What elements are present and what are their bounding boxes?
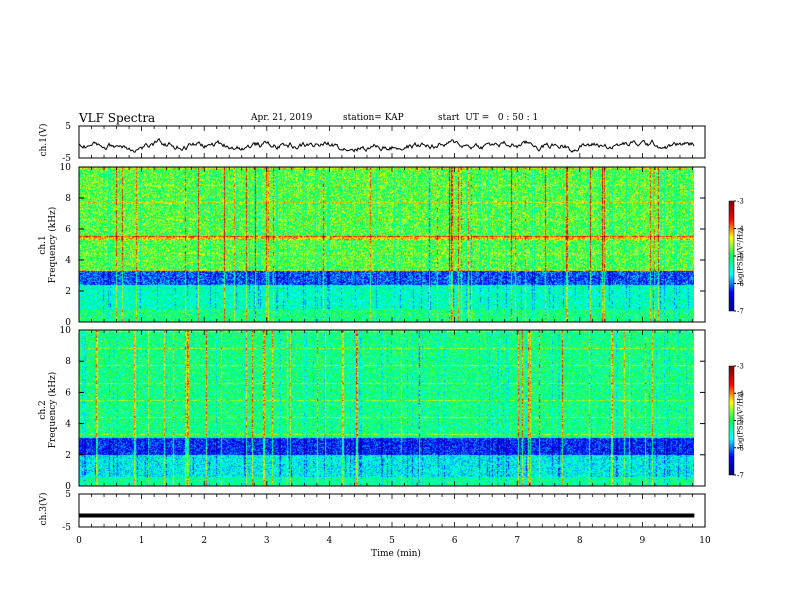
x-tick-label: 10 — [699, 536, 711, 546]
colorbar2-label: log(PSD)(V²/Hz) — [736, 391, 745, 449]
figure-station: station= KAP — [343, 113, 404, 123]
colorbar-tick-label: -6 — [737, 444, 744, 452]
y-tick-label: 4 — [65, 420, 71, 430]
spectrogram-1-canvas — [79, 167, 694, 322]
spectrogram-2-canvas — [79, 330, 694, 486]
colorbar-1 — [728, 200, 735, 312]
y-tick-label: 6 — [65, 388, 71, 398]
spectrogram-1-image — [79, 167, 694, 322]
colorbar-2 — [728, 365, 735, 476]
y-tick-label: 6 — [65, 225, 71, 235]
y-tick-label: 5 — [65, 490, 71, 500]
y-tick-label: 2 — [65, 287, 71, 297]
colorbar-tick-label: -3 — [737, 198, 744, 206]
y-tick-label: 0 — [65, 482, 71, 492]
x-tick-label: 0 — [76, 536, 82, 546]
x-tick-label: 8 — [577, 536, 583, 546]
x-axis-label: Time (min) — [371, 549, 421, 559]
colorbar-tick-label: -7 — [737, 308, 744, 316]
x-tick-label: 4 — [327, 536, 333, 546]
y-tick-label: 8 — [65, 194, 71, 204]
y-tick-label: -5 — [62, 154, 71, 164]
x-tick-label: 5 — [389, 536, 395, 546]
x-tick-label: 6 — [452, 536, 458, 546]
y-tick-label: 10 — [60, 163, 72, 173]
colorbar-tick-label: -5 — [737, 417, 744, 425]
colorbar-tick-label: -7 — [737, 472, 744, 480]
colorbar-tick-label: -4 — [737, 390, 744, 398]
y-tick-label: 10 — [60, 326, 72, 336]
colorbar1-label: log(PSD)(V²/Hz) — [736, 227, 745, 285]
figure-start-time: start UT = 0 : 50 : 1 — [438, 113, 539, 123]
y-tick-label: 8 — [65, 357, 71, 367]
x-tick-label: 2 — [201, 536, 207, 546]
y-tick-label: 5 — [65, 122, 71, 132]
x-tick-label: 7 — [514, 536, 520, 546]
ch1-voltage-line — [78, 137, 695, 154]
colorbar-tick-label: -6 — [737, 280, 744, 288]
x-tick-label: 3 — [264, 536, 270, 546]
figure-title: VLF Spectra — [79, 111, 156, 125]
colorbar-tick-label: -4 — [737, 225, 744, 233]
y-tick-label: 4 — [65, 256, 71, 266]
y-tick-label: 0 — [65, 318, 71, 328]
y-tick-label: 2 — [65, 451, 71, 461]
colorbar-tick-label: -5 — [737, 253, 744, 261]
x-tick-label: 9 — [640, 536, 646, 546]
y-tick-label: -5 — [62, 523, 71, 533]
colorbar-tick-label: -3 — [737, 363, 744, 371]
figure-date: Apr. 21, 2019 — [251, 113, 313, 123]
x-tick-label: 1 — [139, 536, 145, 546]
spectrogram-2-image — [79, 330, 694, 486]
